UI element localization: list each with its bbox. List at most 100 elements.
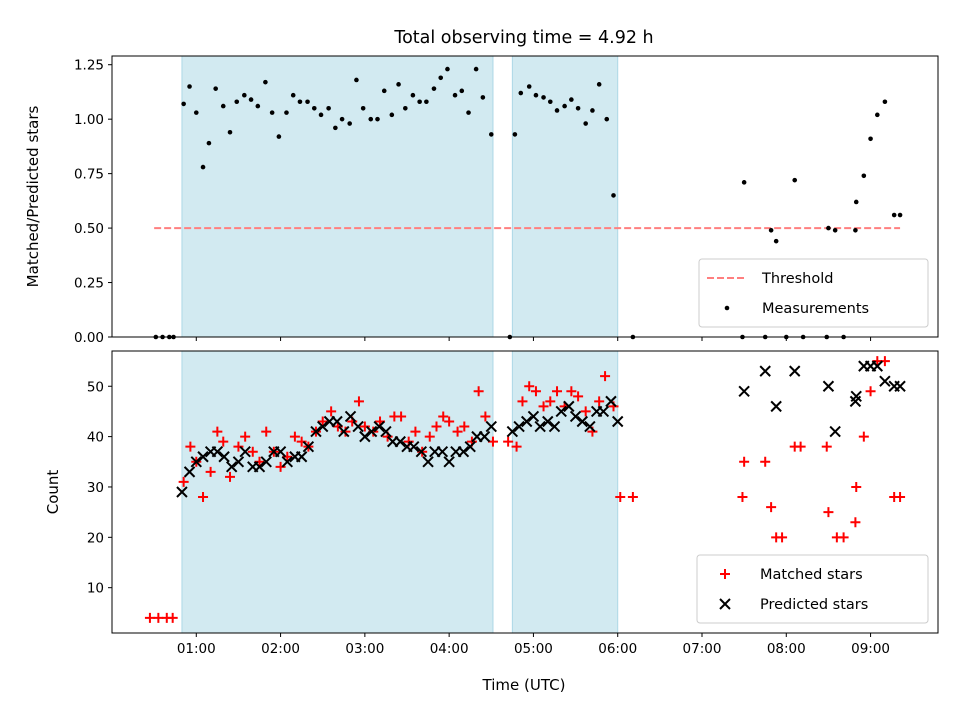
data-point: [485, 420, 497, 433]
data-point: [879, 375, 891, 387]
x-tick-label: 05:00: [514, 641, 553, 657]
data-point: [260, 456, 272, 468]
data-point: [352, 420, 364, 433]
data-point: [444, 416, 455, 427]
y-tick-label: 0.75: [74, 167, 104, 183]
data-point: [200, 164, 206, 170]
data-point: [338, 425, 350, 438]
legend-box: [698, 258, 929, 328]
data-point: [318, 112, 324, 118]
data-point: [452, 426, 463, 437]
data-point: [331, 415, 343, 428]
data-point: [545, 396, 556, 407]
data-point: [375, 116, 380, 122]
data-point: [526, 84, 532, 89]
data-point: [464, 440, 476, 453]
data-point: [615, 492, 626, 503]
data-point: [276, 134, 282, 139]
data-point: [239, 446, 251, 458]
data-point: [513, 420, 525, 433]
data-point: [600, 371, 611, 382]
data-point: [354, 77, 359, 83]
x-tick-label: 04:00: [430, 641, 469, 657]
data-point: [576, 415, 589, 428]
legend: Matched stars Predicted stars: [696, 554, 929, 624]
data-point: [233, 441, 244, 452]
data-point: [741, 180, 747, 185]
series-matched-stars: [144, 356, 906, 623]
legend-label: Matched stars: [760, 567, 863, 583]
data-point: [365, 425, 378, 438]
data-point: [211, 446, 224, 458]
x-axis-label: Time (UTC): [482, 676, 566, 694]
legend-label: Threshold: [761, 271, 833, 287]
x-tick-label: 02:00: [261, 641, 300, 657]
data-point: [459, 421, 470, 432]
data-point: [850, 517, 861, 528]
data-point: [269, 110, 275, 115]
data-point: [488, 132, 494, 137]
data-point: [527, 410, 540, 423]
y-tick-label: 10: [87, 581, 104, 597]
legend-label: Measurements: [762, 301, 869, 317]
data-point: [443, 456, 455, 468]
data-point: [218, 451, 230, 463]
data-point: [347, 121, 352, 126]
chart-title: Total observing time = 4.92 h: [393, 28, 653, 48]
data-point: [512, 132, 518, 137]
data-point: [773, 238, 779, 244]
data-point: [737, 492, 748, 503]
data-point: [838, 532, 849, 543]
data-point: [478, 430, 491, 443]
data-point: [225, 471, 235, 482]
data-point: [503, 436, 514, 447]
data-point: [517, 396, 528, 407]
series-predicted-stars: [176, 360, 906, 498]
data-point: [339, 116, 345, 122]
data-point: [555, 405, 567, 418]
observing-window: [181, 55, 494, 338]
data-point: [394, 435, 406, 448]
data-point: [547, 99, 553, 105]
observing-window: [511, 350, 619, 634]
data-point: [821, 441, 832, 452]
data-point: [438, 411, 449, 422]
data-point: [424, 431, 435, 442]
data-point: [305, 99, 310, 105]
data-point: [590, 108, 595, 113]
data-point: [851, 481, 862, 492]
data-point: [473, 66, 479, 72]
data-point: [254, 456, 265, 467]
data-point: [281, 456, 294, 468]
data-point: [777, 532, 788, 543]
data-point: [295, 451, 308, 463]
data-point: [457, 446, 470, 458]
data-point: [242, 92, 247, 98]
data-point: [760, 456, 771, 467]
y-tick-label: 40: [87, 430, 104, 446]
data-point: [176, 486, 188, 498]
data-point: [562, 103, 567, 109]
observing-window: [511, 55, 619, 338]
data-point: [212, 426, 223, 437]
data-point: [403, 105, 408, 111]
data-point: [410, 92, 416, 98]
data-point: [573, 391, 584, 402]
data-point: [768, 227, 774, 233]
data-point: [284, 110, 289, 115]
y-tick-label: 50: [87, 379, 104, 395]
data-point: [563, 400, 575, 413]
bottom-panel: 01:00 02:00 03:00 04:00 05:00 06:00 07:00 08:00…: [44, 350, 939, 657]
y-tick-label: 1.00: [74, 112, 104, 128]
data-point: [569, 410, 582, 423]
y-tick-label: 0.50: [74, 221, 104, 237]
data-point: [739, 456, 750, 467]
data-point: [596, 82, 602, 87]
legend: Threshold Measurements: [698, 258, 929, 328]
data-point: [302, 440, 315, 453]
y-axis-label: Count: [44, 470, 62, 515]
data-point: [766, 502, 777, 513]
x-tick-label: 08:00: [767, 641, 806, 657]
data-point: [389, 112, 395, 118]
data-point: [232, 456, 245, 468]
